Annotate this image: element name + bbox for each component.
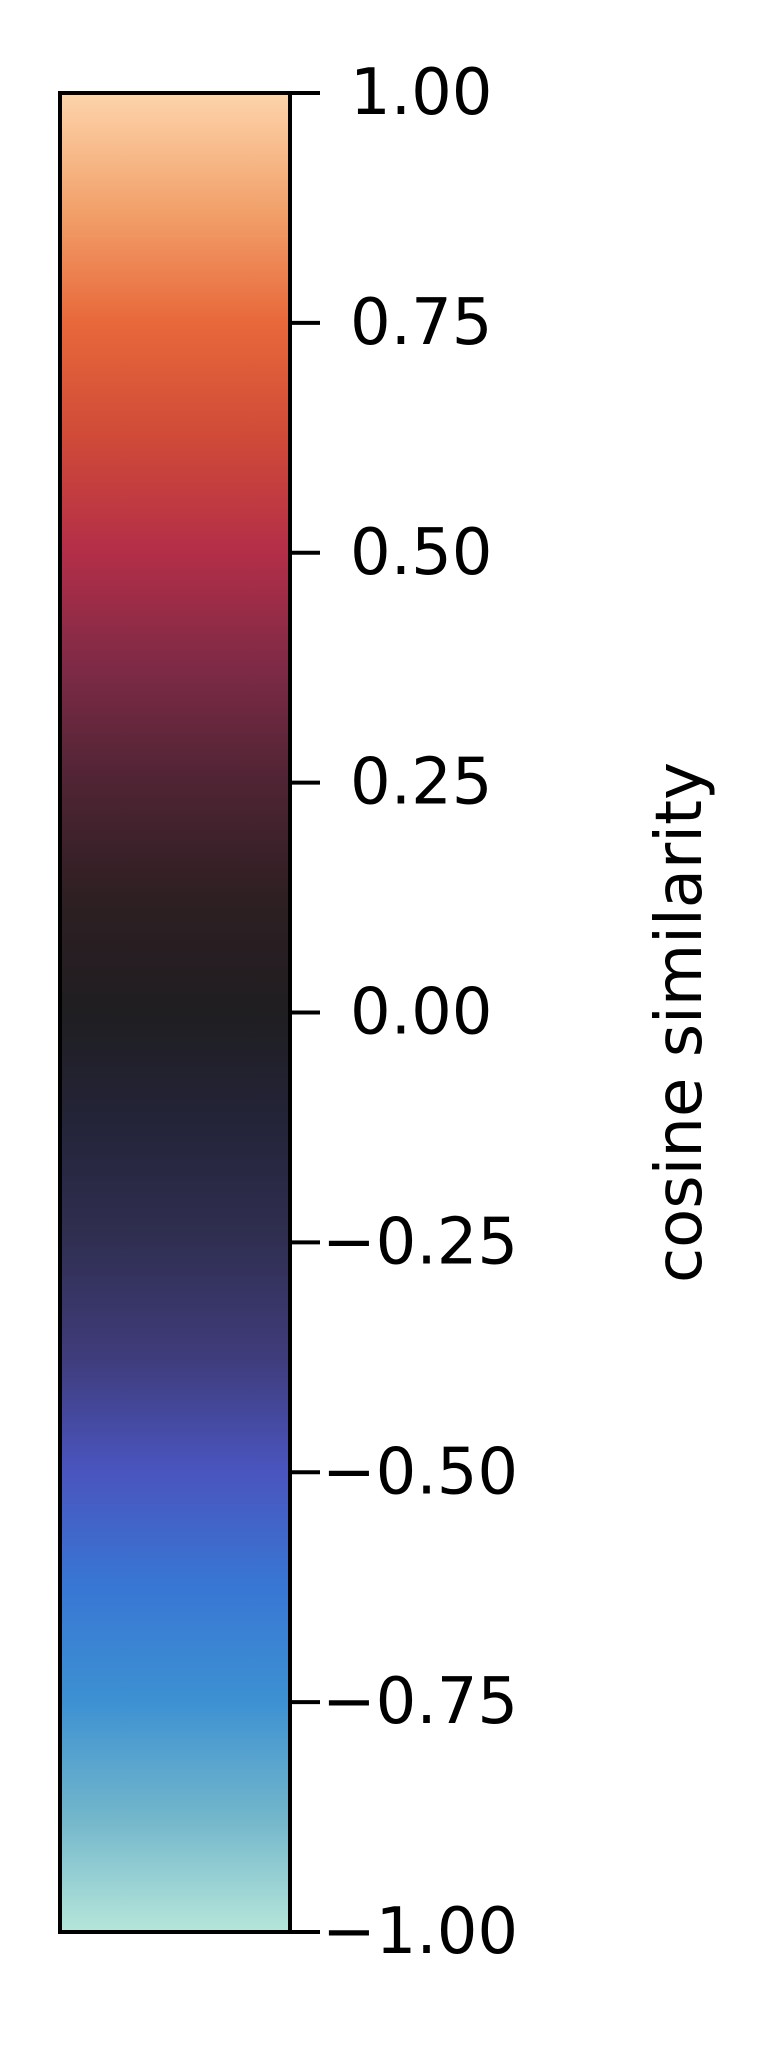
tick-label: −0.75 [322,1665,518,1739]
tick-label: 1.00 [350,56,493,130]
tick-label: −0.25 [322,1205,518,1279]
tick-label: −0.50 [322,1435,518,1509]
colorbar-fill [60,93,290,1932]
colorbar-axis-label: cosine similarity [643,762,717,1283]
tick-label: 0.75 [350,286,493,360]
tick-label: 0.00 [350,976,493,1050]
tick-label: 0.50 [350,516,493,590]
tick-label: 0.25 [350,746,493,820]
colorbar-ticks: 1.00 0.75 0.50 0.25 0.00 −0.25 −0.50 −0.75 −1.00 [290,56,518,1969]
colorbar-body [58,91,292,1934]
tick-label: −1.00 [322,1895,518,1969]
